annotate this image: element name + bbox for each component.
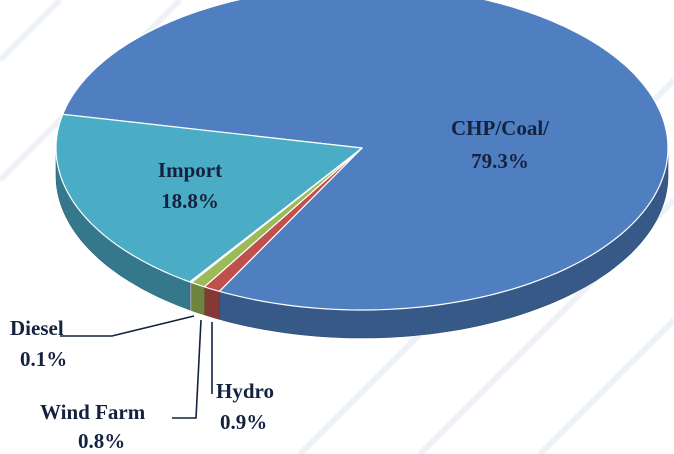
slice-value: 79.3% (471, 149, 529, 173)
leader-line (60, 315, 195, 337)
slice-label: CHP/Coal/ (451, 116, 550, 140)
slice (55, 113, 363, 283)
leader-lines (60, 315, 213, 419)
slice-value: 0.9% (220, 410, 267, 434)
slice-side (204, 286, 220, 320)
pie (55, 0, 669, 339)
slice-label: Import (158, 158, 222, 182)
slice-label: Hydro (216, 379, 274, 403)
slice-side (191, 282, 205, 316)
slice-label: Wind Farm (40, 400, 146, 424)
slice-value: 0.1% (20, 347, 67, 371)
slice-label: Diesel (10, 316, 64, 340)
slice (62, 0, 669, 311)
slice-value: 0.8% (78, 429, 125, 453)
leader-line (172, 319, 202, 419)
slice-value: 18.8% (161, 189, 219, 213)
